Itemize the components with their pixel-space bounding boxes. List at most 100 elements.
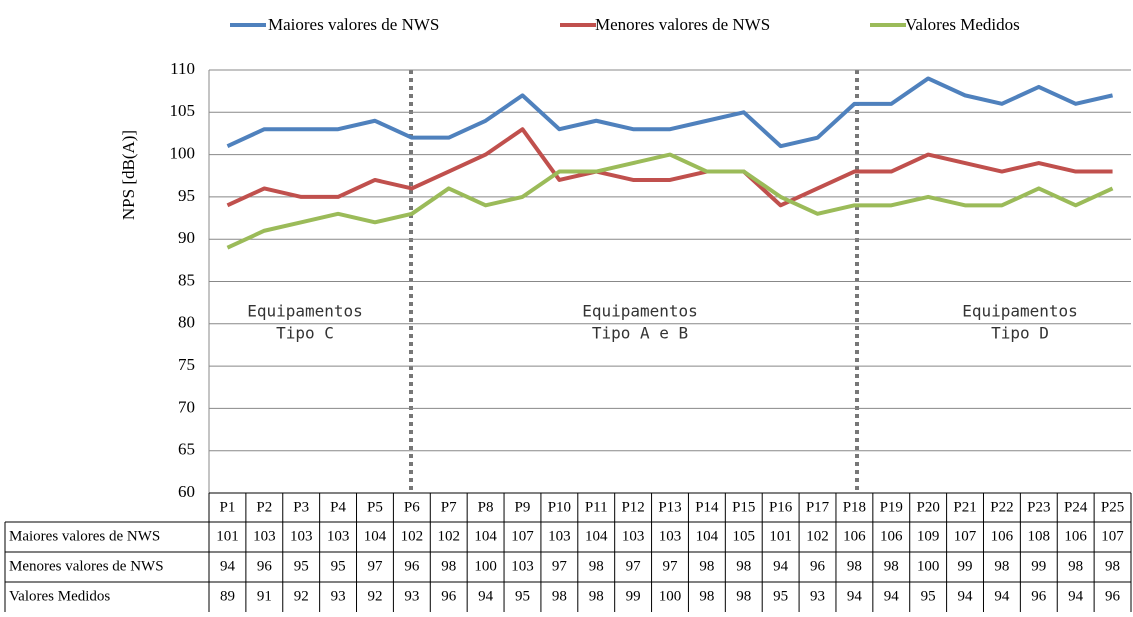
table-value: 91: [257, 588, 272, 604]
table-value: 103: [327, 528, 350, 544]
table-value: 102: [437, 528, 460, 544]
table-value: 95: [515, 588, 530, 604]
x-tick-label: P7: [441, 499, 457, 515]
table-value: 102: [401, 528, 424, 544]
table-value: 104: [364, 528, 387, 544]
table-value: 94: [773, 558, 789, 574]
x-tick-label: P5: [367, 499, 383, 515]
y-tick-label: 75: [178, 355, 195, 374]
y-tick-label: 80: [178, 313, 195, 332]
table-value: 103: [548, 528, 571, 544]
table-value: 96: [257, 558, 273, 574]
table-value: 105: [733, 528, 756, 544]
y-tick-label: 110: [170, 59, 195, 78]
y-tick-label: 85: [178, 270, 195, 289]
row-label: Menores valores de NWS: [9, 558, 164, 574]
table-value: 98: [589, 588, 604, 604]
x-tick-label: P8: [478, 499, 494, 515]
table-value: 103: [253, 528, 276, 544]
table-value: 103: [511, 558, 534, 574]
table-value: 89: [220, 588, 235, 604]
x-tick-label: P1: [220, 499, 236, 515]
table-value: 106: [991, 528, 1014, 544]
table-value: 99: [1031, 558, 1046, 574]
table-value: 108: [1028, 528, 1051, 544]
table-value: 93: [404, 588, 419, 604]
table-value: 103: [622, 528, 645, 544]
annotation: Equipamentos: [582, 302, 698, 321]
table-value: 107: [511, 528, 534, 544]
table-value: 104: [696, 528, 719, 544]
x-tick-label: P25: [1101, 499, 1124, 515]
annotation: Tipo A e B: [592, 324, 688, 343]
table-value: 98: [736, 588, 751, 604]
x-tick-label: P17: [806, 499, 830, 515]
table-value: 95: [294, 558, 309, 574]
table-value: 93: [810, 588, 825, 604]
table-value: 100: [474, 558, 497, 574]
table-value: 99: [626, 588, 641, 604]
x-tick-label: P21: [953, 499, 976, 515]
table-value: 103: [659, 528, 682, 544]
y-tick-label: 70: [178, 397, 195, 416]
table-value: 99: [958, 558, 973, 574]
row-label: Maiores valores de NWS: [9, 528, 160, 544]
table-value: 94: [884, 588, 900, 604]
table-value: 107: [1101, 528, 1124, 544]
table-value: 96: [1105, 588, 1121, 604]
table-value: 95: [921, 588, 936, 604]
table-value: 97: [552, 558, 568, 574]
y-axis-label: NPS [dB(A)]: [119, 130, 138, 220]
table-value: 96: [810, 558, 826, 574]
table-value: 100: [659, 588, 682, 604]
x-tick-label: P14: [695, 499, 719, 515]
series-line: [226, 127, 1113, 208]
table-value: 93: [331, 588, 346, 604]
table-value: 95: [773, 588, 788, 604]
x-tick-label: P19: [880, 499, 903, 515]
table-value: 98: [994, 558, 1009, 574]
annotation: Tipo C: [276, 324, 334, 343]
table-value: 94: [1068, 588, 1084, 604]
table-value: 104: [474, 528, 497, 544]
table-value: 106: [1064, 528, 1087, 544]
table-value: 97: [626, 558, 642, 574]
table-value: 98: [736, 558, 751, 574]
series-line: [226, 152, 1114, 250]
x-tick-label: P13: [658, 499, 681, 515]
table-value: 98: [589, 558, 604, 574]
table-value: 94: [994, 588, 1010, 604]
table-value: 95: [331, 558, 346, 574]
table-value: 96: [404, 558, 420, 574]
table-value: 98: [847, 558, 862, 574]
series-line: [226, 76, 1114, 149]
table-value: 101: [769, 528, 792, 544]
x-tick-label: P15: [732, 499, 755, 515]
table-value: 98: [699, 588, 714, 604]
x-tick-label: P22: [990, 499, 1013, 515]
table-value: 101: [216, 528, 239, 544]
legend-label: Menores valores de NWS: [595, 15, 770, 34]
table-value: 98: [1068, 558, 1083, 574]
table-value: 97: [367, 558, 383, 574]
x-tick-label: P12: [621, 499, 644, 515]
table-value: 98: [1105, 558, 1120, 574]
x-tick-label: P16: [769, 499, 793, 515]
table-value: 94: [478, 588, 494, 604]
table-value: 106: [880, 528, 903, 544]
y-tick-label: 60: [178, 482, 195, 501]
table-value: 92: [367, 588, 382, 604]
table-value: 94: [847, 588, 863, 604]
table-value: 92: [294, 588, 309, 604]
table-value: 94: [958, 588, 974, 604]
annotation: Equipamentos: [247, 302, 363, 321]
y-tick-label: 100: [170, 144, 196, 163]
table-value: 100: [917, 558, 940, 574]
table-value: 98: [884, 558, 899, 574]
y-tick-label: 95: [178, 186, 195, 205]
table-value: 97: [663, 558, 679, 574]
table-value: 98: [441, 558, 456, 574]
table-value: 109: [917, 528, 940, 544]
legend-label: Valores Medidos: [905, 15, 1020, 34]
